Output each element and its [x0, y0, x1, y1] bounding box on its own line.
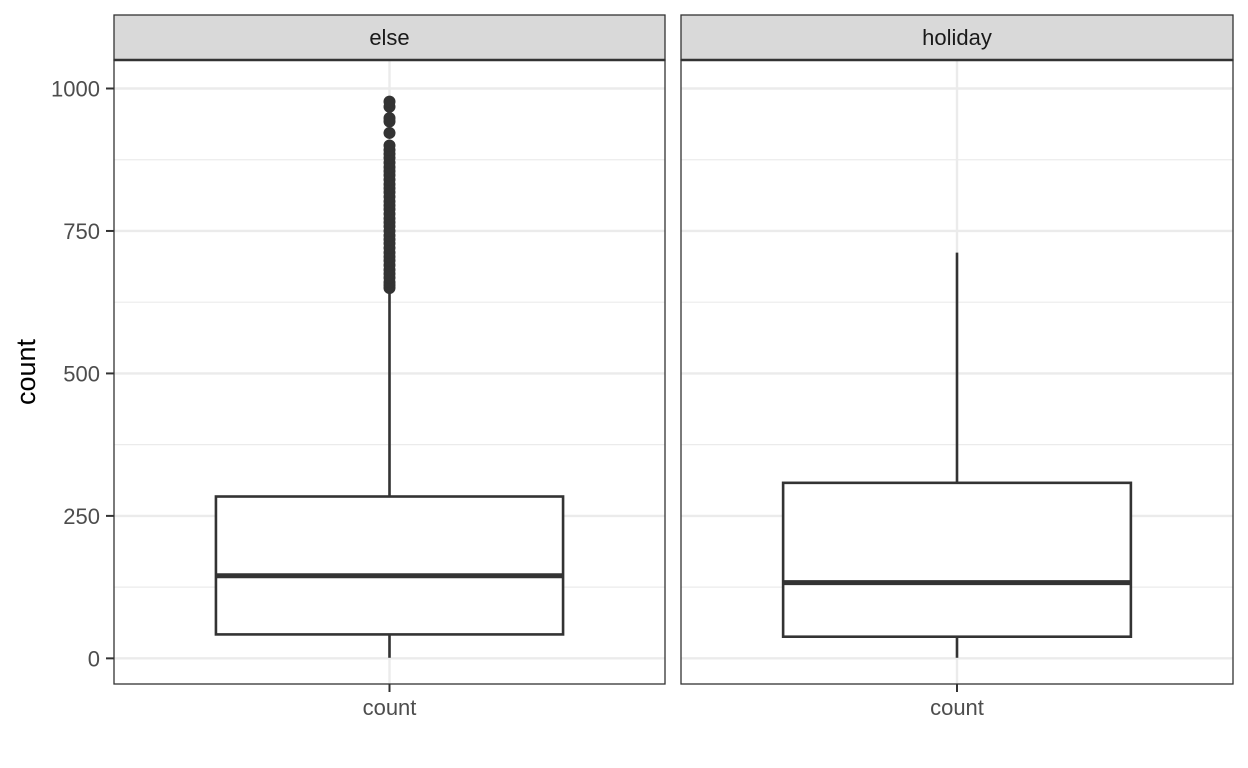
x-tick-label: count — [930, 695, 984, 720]
outlier-point — [383, 139, 396, 152]
outlier-point — [383, 126, 396, 139]
y-tick-label: 750 — [63, 219, 100, 244]
y-tick-label: 500 — [63, 361, 100, 386]
facet-strip-label: else — [369, 25, 409, 50]
box-iqr — [214, 495, 565, 636]
facet-strip — [113, 14, 666, 61]
facet-strip — [680, 14, 1234, 61]
x-tick-label: count — [363, 695, 417, 720]
box-iqr — [781, 481, 1133, 639]
y-axis: 0 250 500 750 1000 — [51, 76, 114, 671]
y-axis-title: count — [11, 338, 41, 405]
facet-panel-holiday: holiday count — [680, 14, 1234, 720]
facet-panel-else: else count — [113, 14, 666, 720]
outlier-point — [383, 112, 396, 125]
facet-strip-label: holiday — [922, 25, 992, 50]
outlier-point — [383, 95, 396, 108]
y-tick-label: 250 — [63, 504, 100, 529]
facets-layer: else count holiday count — [113, 14, 1234, 720]
y-tick-label: 0 — [88, 646, 100, 671]
y-tick-label: 1000 — [51, 76, 100, 101]
